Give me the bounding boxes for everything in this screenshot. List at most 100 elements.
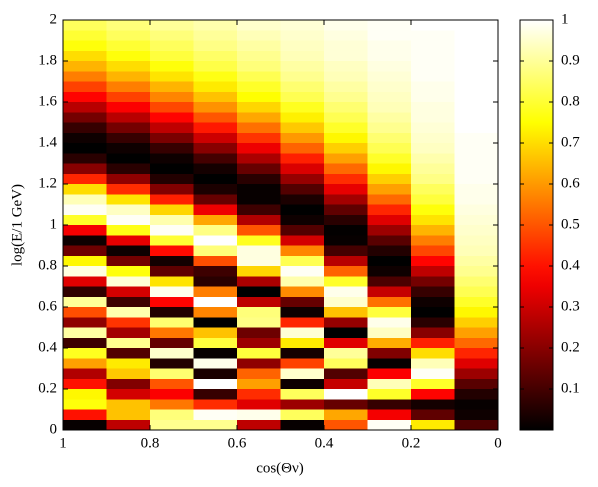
heatmap-cell bbox=[367, 419, 412, 431]
colorbar-tick-label: 0.9 bbox=[561, 52, 580, 68]
heatmap-cell bbox=[63, 40, 107, 52]
heatmap-cell bbox=[280, 348, 325, 359]
heatmap-cell bbox=[454, 307, 499, 318]
heatmap-cell bbox=[63, 409, 107, 421]
heatmap-cell bbox=[237, 143, 281, 154]
heatmap-cell bbox=[237, 409, 281, 421]
heatmap-cell bbox=[454, 81, 499, 93]
heatmap-cell bbox=[63, 327, 107, 339]
heatmap-cell bbox=[237, 20, 281, 31]
heatmap-cell bbox=[63, 194, 107, 205]
heatmap-cell bbox=[454, 20, 499, 31]
heatmap-cell bbox=[63, 317, 107, 328]
y-tick-label: 1.6 bbox=[38, 93, 57, 109]
heatmap-cell bbox=[150, 245, 194, 257]
x-tick-label: 0.8 bbox=[141, 435, 160, 451]
heatmap-cell bbox=[193, 214, 238, 226]
heatmap-cell bbox=[106, 276, 151, 287]
heatmap-cell bbox=[106, 71, 151, 82]
heatmap-cell bbox=[150, 358, 194, 369]
heatmap-cell bbox=[63, 71, 107, 82]
heatmap-cell bbox=[63, 122, 107, 134]
heatmap-cell bbox=[193, 20, 238, 31]
heatmap-cell bbox=[106, 337, 151, 349]
heatmap-cell bbox=[454, 91, 499, 103]
y-tick-label: 0.6 bbox=[38, 298, 57, 314]
heatmap-cell bbox=[150, 266, 194, 277]
colorbar-tick-label: 1 bbox=[561, 11, 569, 27]
heatmap-cell bbox=[367, 20, 412, 31]
heatmap-cell bbox=[106, 378, 151, 390]
heatmap-cell bbox=[193, 91, 238, 103]
heatmap-cell bbox=[150, 378, 194, 390]
heatmap-cell bbox=[150, 307, 194, 318]
heatmap-cell bbox=[454, 378, 499, 390]
heatmap-cell bbox=[324, 102, 368, 113]
heatmap-cell bbox=[63, 102, 107, 113]
heatmap-cell bbox=[411, 91, 455, 103]
heatmap-cell bbox=[280, 225, 325, 236]
heatmap-cell bbox=[411, 225, 455, 236]
heatmap-cell bbox=[63, 143, 107, 154]
heatmap-cell bbox=[324, 214, 368, 226]
heatmap-cell bbox=[280, 81, 325, 93]
heatmap-cell bbox=[411, 102, 455, 113]
heatmap-cell bbox=[367, 348, 412, 359]
heatmap-cell bbox=[106, 102, 151, 113]
y-tick-label: 1 bbox=[50, 216, 58, 232]
heatmap-cell bbox=[411, 194, 455, 205]
heatmap-cell bbox=[324, 286, 368, 298]
heatmap-cell bbox=[63, 245, 107, 257]
heatmap-cell bbox=[150, 71, 194, 82]
heatmap-cell bbox=[106, 61, 151, 72]
heatmap-cell bbox=[63, 153, 107, 164]
heatmap-cell bbox=[193, 153, 238, 164]
heatmap-cell bbox=[280, 337, 325, 349]
heatmap-cell bbox=[367, 266, 412, 277]
heatmap-cell bbox=[280, 399, 325, 410]
heatmap-cell bbox=[324, 358, 368, 369]
heatmap-cell bbox=[324, 91, 368, 103]
heatmap-cell bbox=[324, 132, 368, 144]
heatmap-cell bbox=[411, 399, 455, 410]
heatmap-cell bbox=[280, 71, 325, 82]
heatmap-cell bbox=[150, 61, 194, 72]
heatmap-cell bbox=[193, 245, 238, 257]
heatmap-cell bbox=[367, 358, 412, 369]
heatmap-cell bbox=[454, 296, 499, 308]
heatmap-cell bbox=[280, 378, 325, 390]
heatmap-cell bbox=[324, 20, 368, 31]
colorbar-tick-label: 0.1 bbox=[561, 380, 580, 396]
heatmap-cell bbox=[367, 40, 412, 52]
heatmap-cell bbox=[106, 235, 151, 246]
heatmap-cell bbox=[367, 102, 412, 113]
heatmap-cell bbox=[280, 327, 325, 339]
heatmap-cell bbox=[193, 358, 238, 369]
heatmap-cell bbox=[411, 317, 455, 328]
heatmap-cell bbox=[63, 389, 107, 400]
heatmap-cell bbox=[193, 286, 238, 298]
heatmap-cell bbox=[324, 81, 368, 93]
heatmap-cell bbox=[150, 184, 194, 195]
heatmap-cell bbox=[150, 235, 194, 246]
heatmap-cell bbox=[411, 389, 455, 400]
heatmap-cell bbox=[454, 102, 499, 113]
heatmap-cell bbox=[150, 225, 194, 236]
heatmap-cell bbox=[237, 276, 281, 287]
heatmap-cell bbox=[193, 225, 238, 236]
heatmap-cell bbox=[324, 143, 368, 154]
heatmap-cell bbox=[367, 194, 412, 205]
heatmap-cell bbox=[106, 132, 151, 144]
heatmap-cell bbox=[324, 225, 368, 236]
heatmap-cell bbox=[280, 317, 325, 328]
heatmap-cell bbox=[150, 91, 194, 103]
y-tick-label: 0.4 bbox=[38, 339, 57, 355]
heatmap-cell bbox=[106, 163, 151, 175]
heatmap-cell bbox=[367, 286, 412, 298]
heatmap-cell bbox=[324, 419, 368, 431]
heatmap-cell bbox=[411, 245, 455, 257]
heatmap-cell bbox=[237, 204, 281, 216]
heatmap-cell bbox=[63, 296, 107, 308]
heatmap-cell bbox=[63, 286, 107, 298]
heatmap-cell bbox=[280, 419, 325, 431]
